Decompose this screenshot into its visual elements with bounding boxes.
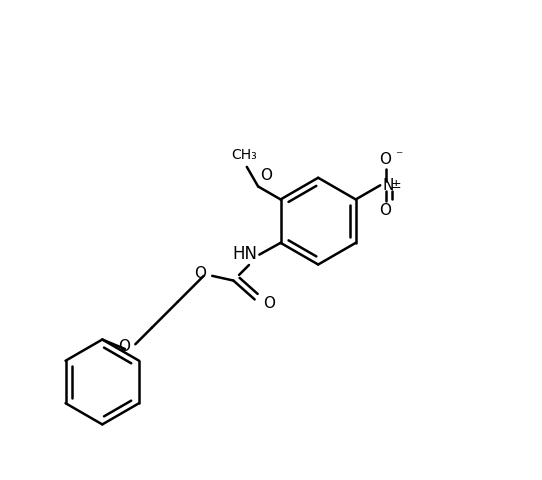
Text: O: O bbox=[118, 339, 130, 354]
Text: O: O bbox=[263, 296, 275, 311]
Text: HN: HN bbox=[232, 245, 257, 263]
Text: O: O bbox=[195, 266, 207, 281]
Text: N: N bbox=[383, 178, 394, 193]
Text: O: O bbox=[379, 152, 391, 168]
Text: CH₃: CH₃ bbox=[231, 148, 257, 162]
Text: ⁻: ⁻ bbox=[395, 150, 403, 164]
Text: O: O bbox=[379, 203, 391, 218]
Text: O: O bbox=[260, 168, 272, 183]
Text: ±: ± bbox=[391, 178, 401, 192]
